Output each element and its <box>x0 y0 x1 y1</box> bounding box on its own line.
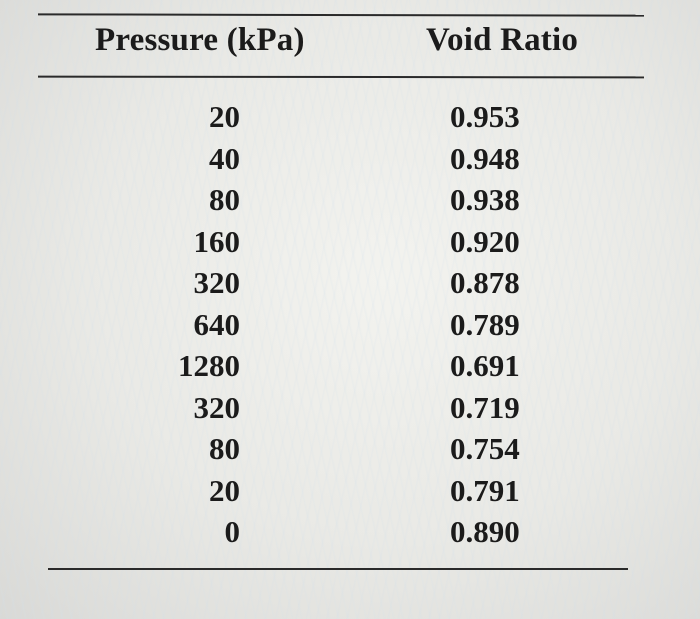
column-header-pressure: Pressure (kPa) <box>95 22 305 58</box>
void-ratio-column: 0.953 0.948 0.938 0.920 0.878 0.789 0.69… <box>450 96 560 553</box>
table-cell-pressure: 40 <box>209 140 240 176</box>
table-cell-void-ratio: 0.719 <box>450 389 520 425</box>
table-cell-pressure: 320 <box>193 265 241 300</box>
table-cell-void-ratio: 0.791 <box>450 472 520 508</box>
table-top-rule <box>37 13 645 17</box>
table-cell-void-ratio: 0.691 <box>450 348 520 383</box>
table-cell-pressure: 80 <box>209 182 240 217</box>
table-cell-pressure: 320 <box>193 389 241 425</box>
table-cell-pressure: 80 <box>209 431 240 466</box>
table-header-rule <box>37 75 645 79</box>
table-cell-pressure: 160 <box>193 223 241 259</box>
table-cell-pressure: 0 <box>224 514 241 549</box>
table-cell-void-ratio: 0.890 <box>450 514 520 549</box>
pressure-column: 20 40 80 160 320 640 1280 320 80 20 0 <box>130 96 240 553</box>
table-cell-pressure: 20 <box>209 472 240 508</box>
table-cell-void-ratio: 0.878 <box>450 265 520 300</box>
table-cell-pressure: 1280 <box>178 348 240 383</box>
table-cell-void-ratio: 0.948 <box>450 140 520 176</box>
table-cell-void-ratio: 0.754 <box>450 431 520 466</box>
table-cell-void-ratio: 0.920 <box>450 223 520 259</box>
table-cell-void-ratio: 0.789 <box>450 306 520 342</box>
table-bottom-rule <box>48 568 628 570</box>
table-cell-pressure: 640 <box>193 306 241 342</box>
table-cell-pressure: 20 <box>209 99 240 134</box>
column-header-void-ratio: Void Ratio <box>426 22 579 58</box>
table-cell-void-ratio: 0.953 <box>450 99 520 134</box>
table-cell-void-ratio: 0.938 <box>450 182 520 217</box>
